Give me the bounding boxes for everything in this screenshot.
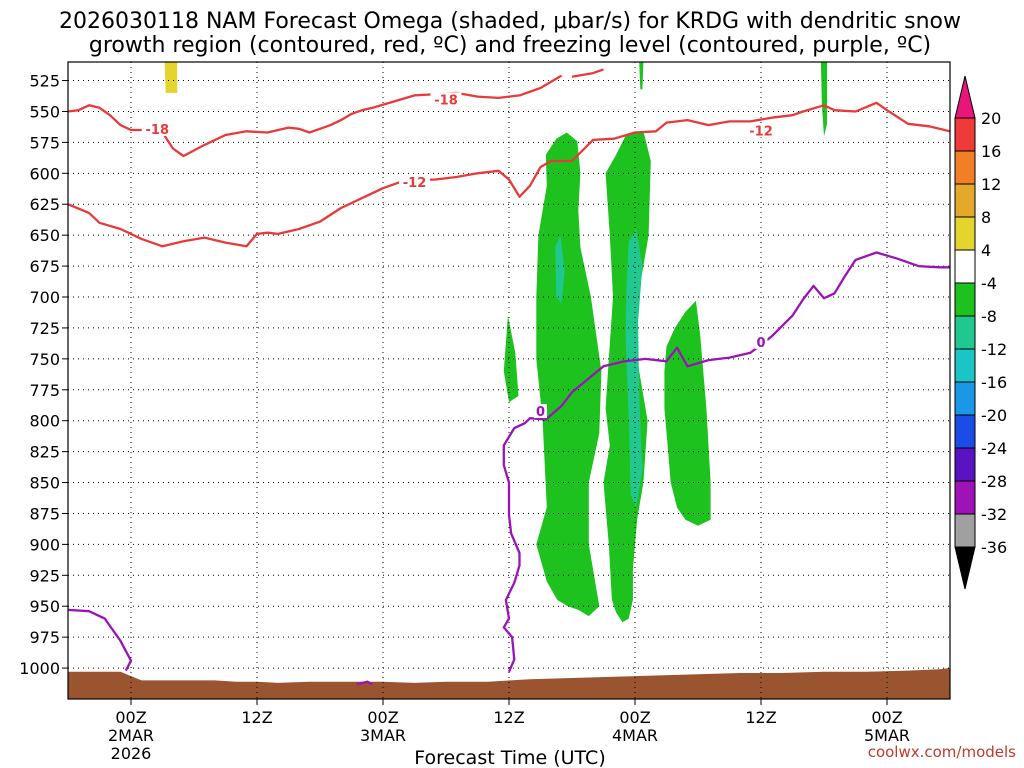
chart-title-line1: 2026030118 NAM Forecast Omega (shaded, μ…: [59, 9, 961, 34]
y-tick-label-725: 725: [29, 319, 60, 338]
x-tick-label-3-0: 12Z: [493, 708, 524, 727]
y-tick-label-900: 900: [29, 535, 60, 554]
colorbar-label-5: -4: [981, 274, 997, 293]
y-tick-label-750: 750: [29, 350, 60, 369]
colorbar-label-11: -28: [981, 472, 1007, 491]
omega-area-m8-5: [639, 62, 644, 90]
colorbar-swatch-9: [954, 381, 976, 416]
x-tick-label-6-0: 00Z: [871, 708, 902, 727]
colorbar-swatch-2: [954, 150, 976, 185]
contour-label-bg-4: [534, 404, 547, 419]
contour-labels-layer: -18 -18 -12 -12 0 0: [141, 92, 777, 420]
colorbar-swatch-3: [954, 183, 976, 218]
y-tick-label-1000: 1000: [19, 659, 60, 678]
contour-label-0: -18: [146, 123, 170, 138]
contour-line-4: [68, 608, 133, 672]
omega-area-m8-0: [536, 132, 602, 617]
colorbar-swatch-7: [954, 315, 976, 350]
y-tick-label-950: 950: [29, 597, 60, 616]
contour-line-1: [571, 68, 604, 78]
y-tick-label-675: 675: [29, 257, 60, 276]
x-tick-label-1-0: 12Z: [241, 708, 272, 727]
y-tick-label-650: 650: [29, 226, 60, 245]
colorbar: 20 16 12 8 4 -4 -8 -12 -16 -20 -24 -28 -32 -36: [954, 75, 1007, 590]
chart-title-line2: growth region (contoured, red, ºC) and f…: [89, 33, 931, 58]
x-tick-label-4-0: 00Z: [619, 708, 650, 727]
contour-label-3: -12: [749, 124, 773, 139]
colorbar-top-arrow: [954, 75, 976, 119]
contour-label-bg-0: [141, 122, 173, 137]
y-tick-label-700: 700: [29, 288, 60, 307]
x-tick-label-0-1: 2MAR: [108, 726, 154, 745]
y-tick-label-775: 775: [29, 381, 60, 400]
y-tick-label-875: 875: [29, 504, 60, 523]
colorbar-label-6: -8: [981, 307, 997, 326]
contour-line-2: [68, 101, 950, 248]
x-tick-label-4-1: 4MAR: [612, 726, 658, 745]
colorbar-label-4: 4: [981, 241, 991, 260]
contour-label-bg-2: [399, 175, 430, 190]
contour-label-bg-1: [430, 92, 462, 107]
x-tick-label-2-1: 3MAR: [360, 726, 406, 745]
colorbar-label-12: -32: [981, 505, 1007, 524]
x-tick-label-5-0: 12Z: [745, 708, 776, 727]
contour-label-1: -18: [434, 93, 458, 108]
omega-area-m8-3: [503, 315, 519, 403]
y-tick-label-925: 925: [29, 566, 60, 585]
contour-line-5: [356, 680, 373, 686]
contour-label-4: 0: [536, 405, 545, 420]
colorbar-label-13: -36: [981, 538, 1007, 557]
x-tick-label-6-1: 5MAR: [864, 726, 910, 745]
terrain-layer: [68, 668, 950, 699]
y-tick-label-550: 550: [29, 102, 60, 121]
colorbar-bottom-arrow: [954, 546, 976, 590]
y-tick-label-575: 575: [29, 133, 60, 152]
colorbar-label-0: 20: [981, 109, 1001, 128]
contour-label-2: -12: [403, 176, 427, 191]
colorbar-swatch-1: [954, 117, 976, 152]
colorbar-swatch-11: [954, 447, 976, 482]
colorbar-swatch-10: [954, 414, 976, 449]
contour-label-5: 0: [756, 336, 765, 351]
colorbar-swatch-4: [954, 216, 976, 251]
x-axis-label: Forecast Time (UTC): [414, 747, 605, 768]
y-tick-label-850: 850: [29, 474, 60, 493]
colorbar-swatch-8: [954, 348, 976, 383]
omega-area-m8-6: [820, 62, 828, 137]
terrain-surface: [68, 668, 950, 699]
omega-area-4-9: [164, 62, 178, 93]
colorbar-label-9: -20: [981, 406, 1007, 425]
colorbar-label-7: -12: [981, 340, 1007, 359]
colorbar-label-2: 12: [981, 175, 1001, 194]
omega-shading-layer: [164, 62, 828, 623]
omega-area-m12-8: [555, 235, 565, 304]
y-tick-label-975: 975: [29, 628, 60, 647]
colorbar-swatch-13: [954, 513, 976, 548]
colorbar-label-10: -24: [981, 439, 1007, 458]
y-tick-label-600: 600: [29, 164, 60, 183]
y-tick-label-625: 625: [29, 195, 60, 214]
colorbar-swatch-12: [954, 480, 976, 515]
y-tick-label-800: 800: [29, 412, 60, 431]
contour-line-0: [68, 74, 563, 158]
credit-text: coolwx.com/models: [868, 743, 1016, 761]
colorbar-label-3: 8: [981, 208, 991, 227]
colorbar-label-8: -16: [981, 373, 1007, 392]
contour-label-bg-5: [754, 334, 768, 349]
colorbar-swatch-5: [954, 249, 976, 284]
omega-area-m8-2: [664, 300, 711, 526]
x-tick-label-0-0: 00Z: [115, 708, 146, 727]
colorbar-label-1: 16: [981, 142, 1001, 161]
contour-label-bg-3: [745, 123, 777, 138]
x-tick-label-2-0: 00Z: [367, 708, 398, 727]
y-tick-label-825: 825: [29, 443, 60, 462]
y-axis-ticks: 525 550 575 600 625 650 675 700 725 750 775 800 825 8…: [19, 72, 68, 678]
contour-line-3: [502, 251, 950, 673]
omega-area-m12-7: [625, 229, 643, 508]
x-tick-label-0-2: 2026: [111, 744, 152, 763]
y-tick-label-525: 525: [29, 72, 60, 91]
colorbar-swatch-6: [954, 282, 976, 317]
